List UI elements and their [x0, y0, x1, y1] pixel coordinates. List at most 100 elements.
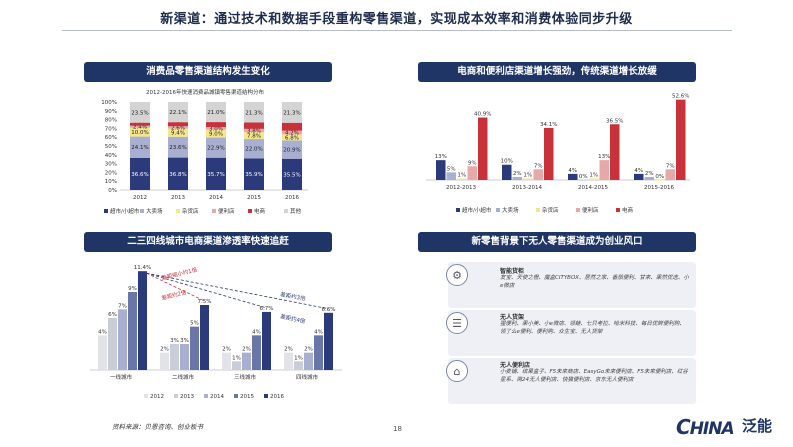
data-label: 3.8% [247, 129, 261, 135]
data-label: 3% [180, 338, 189, 344]
data-label: 4% [98, 329, 107, 335]
bar [294, 361, 303, 370]
logo-cn: 泛能 [742, 417, 773, 435]
panel-header-structure: 消费品零售渠道结构发生变化 [84, 62, 332, 82]
x-tick-label: 2014 [209, 195, 223, 201]
data-label: 36.5% [606, 118, 623, 124]
data-label: 2% [284, 347, 293, 353]
legend-swatch [536, 208, 540, 212]
bar [128, 292, 137, 370]
data-label: 52.6% [672, 94, 689, 100]
trend-line [146, 272, 205, 302]
bar [242, 352, 251, 370]
store-icon: ⌂ [446, 360, 468, 382]
data-label: 21.3% [245, 110, 262, 116]
bar [665, 169, 675, 180]
bar [304, 352, 313, 370]
data-label: 3.0% [209, 126, 223, 132]
card-smart-cabinet [448, 262, 696, 308]
legend-swatch [174, 394, 178, 398]
data-label: 35.9% [245, 172, 262, 178]
bar [533, 169, 543, 180]
data-label: 35.7% [207, 172, 224, 178]
data-label: 4.6% [171, 122, 185, 128]
data-label: 9% [468, 160, 477, 166]
data-label: 9.4% [171, 131, 185, 137]
x-tick-label: 2013-2014 [512, 185, 542, 191]
legend-label: 其他 [290, 207, 302, 215]
bar [160, 352, 169, 370]
data-label: 7.8% [247, 134, 261, 140]
data-label: 6.6% [322, 307, 336, 313]
data-label: 2.6% [171, 125, 185, 131]
data-label: 9% [128, 286, 137, 292]
card-title: 无人便利店 [500, 362, 531, 369]
card-title: 智能货柜 [500, 268, 525, 275]
legend-label: 电商 [254, 207, 266, 215]
data-label: 1% [523, 172, 532, 178]
data-label: 2% [645, 171, 654, 177]
legend-swatch [234, 394, 238, 398]
data-label: 7% [666, 163, 675, 169]
bar-segment [130, 125, 150, 128]
bar [467, 166, 477, 180]
bar [98, 335, 107, 370]
page-number: 18 [393, 425, 402, 433]
legend-label: 便利店 [218, 207, 235, 215]
bar-segment [130, 122, 150, 126]
data-label: 36.8% [169, 172, 186, 178]
bar-segment [282, 134, 302, 141]
data-label: 22.0% [245, 147, 262, 153]
panel-header-unmanned: 新零售背景下无人零售渠道成为创业风口 [418, 232, 696, 252]
data-label: 20.9% [283, 148, 300, 154]
data-label: 22.9% [207, 146, 224, 152]
bar-segment [206, 129, 226, 138]
bar-segment [244, 122, 264, 129]
data-label: 2% [242, 347, 251, 353]
bar [222, 352, 231, 370]
legend-swatch [104, 209, 108, 213]
annotation: 差距约4倍 [280, 312, 307, 325]
data-label: 1% [232, 355, 241, 361]
x-tick-label: 四线城市 [296, 373, 319, 381]
bar [170, 344, 179, 370]
data-label: 2% [513, 171, 522, 177]
data-label: 7.5% [198, 299, 212, 305]
bar [634, 173, 644, 180]
bar-segment [244, 102, 264, 123]
y-tick-label: 60% [105, 135, 117, 141]
bar-segment [206, 122, 226, 127]
bar-segment [206, 157, 226, 190]
bar [190, 326, 199, 370]
bar [180, 344, 189, 370]
legend-swatch [284, 209, 288, 213]
bar-segment [206, 126, 226, 130]
data-label: 1% [589, 172, 598, 178]
legend-label: 便利店 [582, 206, 599, 214]
bar [436, 160, 446, 180]
data-label: 23.6% [169, 145, 186, 151]
bar-segment [282, 140, 302, 159]
bar [599, 160, 609, 180]
legend-label: 2014 [210, 394, 224, 400]
bar [314, 335, 323, 370]
panel-header-penetration: 二三四线城市电商渠道渗透率快速追赶 [84, 232, 332, 252]
data-label: 21.0% [207, 110, 224, 116]
data-label: 5% [447, 166, 456, 172]
bar [544, 127, 554, 180]
x-tick-label: 二线城市 [172, 373, 195, 381]
y-tick-label: 40% [105, 153, 117, 159]
x-tick-label: 2012 [133, 195, 147, 201]
data-label: 7% [118, 303, 127, 309]
legend-swatch [204, 394, 208, 398]
bar-segment [244, 158, 264, 190]
data-label: 4% [568, 168, 577, 174]
bar [512, 176, 522, 180]
data-label: 34.1% [540, 122, 557, 128]
data-label: 4.2% [285, 131, 299, 137]
data-label: 5% [190, 321, 199, 327]
y-tick-label: 20% [105, 170, 117, 176]
legend-swatch [144, 394, 148, 398]
bar-segment [130, 136, 150, 158]
